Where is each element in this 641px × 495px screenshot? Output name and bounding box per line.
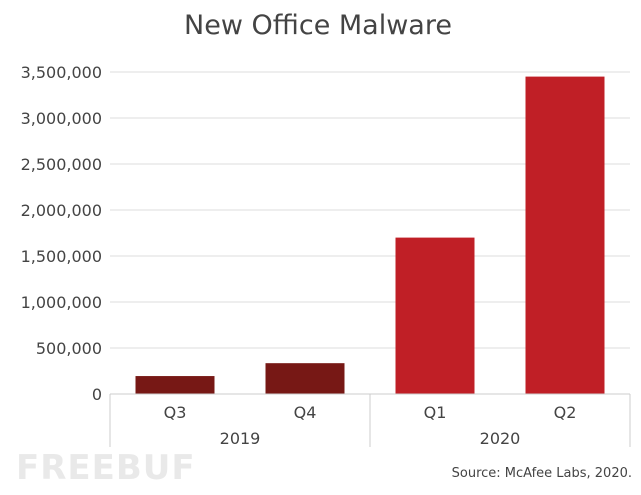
group-label: 2019 [220, 429, 261, 448]
y-tick-label: 3,500,000 [21, 63, 102, 82]
grid [110, 71, 630, 395]
x-tick-label: Q1 [424, 403, 447, 422]
y-tick-label: 0 [92, 385, 102, 404]
bar-q4 [265, 363, 345, 394]
bar-q1 [395, 237, 475, 394]
x-tick-label: Q3 [164, 403, 187, 422]
group-label: 2020 [480, 429, 521, 448]
y-tick-label: 500,000 [36, 339, 102, 358]
y-tick-label: 3,000,000 [21, 109, 102, 128]
axes: 0 500,000 1,000,000 1,500,000 2,000,000 2,500… [21, 63, 631, 448]
bar-q3 [135, 376, 215, 394]
y-tick-label: 1,000,000 [21, 293, 102, 312]
watermark-logo: FREEBUF [16, 448, 196, 488]
bars [135, 76, 605, 394]
x-tick-label: Q2 [554, 403, 577, 422]
chart-title: New Office Malware [184, 10, 452, 41]
bar-q2 [525, 76, 605, 394]
x-tick-label: Q4 [294, 403, 317, 422]
y-tick-label: 2,000,000 [21, 201, 102, 220]
y-tick-label: 1,500,000 [21, 247, 102, 266]
source-note: Source: McAfee Labs, 2020. [452, 466, 632, 481]
y-tick-label: 2,500,000 [21, 155, 102, 174]
